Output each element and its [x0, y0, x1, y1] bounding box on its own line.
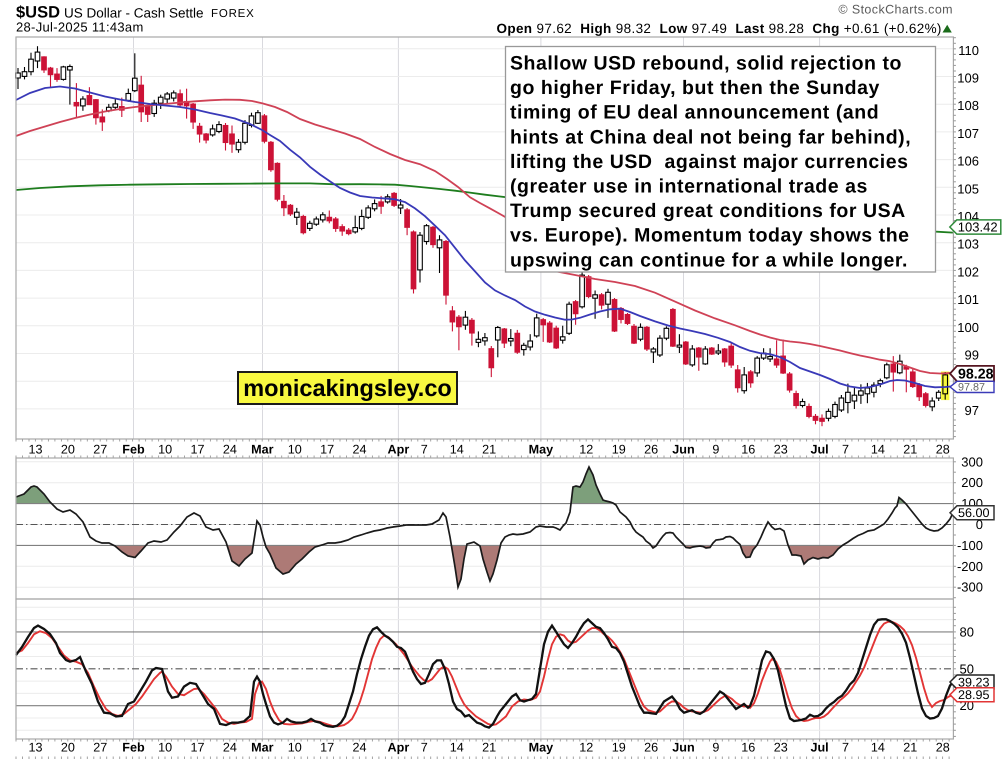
svg-text:80: 80 — [960, 624, 974, 639]
svg-text:7: 7 — [421, 741, 428, 755]
svg-text:21: 21 — [482, 443, 496, 457]
svg-text:99: 99 — [965, 348, 979, 363]
svg-text:100: 100 — [957, 320, 979, 335]
svg-text:98.28: 98.28 — [958, 367, 994, 383]
svg-text:108: 108 — [957, 98, 979, 113]
svg-text:lifting the USD against major: lifting the USD against major currencies — [510, 151, 909, 173]
svg-text:28: 28 — [936, 443, 950, 457]
svg-text:20: 20 — [61, 443, 75, 457]
svg-text:102: 102 — [957, 264, 979, 279]
svg-text:14: 14 — [450, 741, 464, 755]
svg-text:39.23: 39.23 — [958, 675, 990, 689]
svg-text:Trump secured great conditions: Trump secured great conditions for USA — [510, 200, 906, 222]
svg-text:Apr: Apr — [388, 741, 410, 755]
svg-text:16: 16 — [741, 443, 755, 457]
svg-text:10: 10 — [158, 741, 172, 755]
svg-text:97.87: 97.87 — [958, 382, 985, 394]
svg-text:Jun: Jun — [672, 443, 694, 457]
svg-text:12: 12 — [579, 443, 593, 457]
svg-text:23: 23 — [774, 741, 788, 755]
svg-text:24: 24 — [352, 443, 366, 457]
svg-text:May: May — [529, 443, 554, 457]
svg-text:17: 17 — [320, 443, 334, 457]
svg-text:110: 110 — [958, 43, 979, 58]
svg-text:7: 7 — [842, 443, 849, 457]
svg-text:Jul: Jul — [810, 443, 828, 457]
svg-text:103: 103 — [957, 237, 979, 252]
svg-text:Mar: Mar — [251, 443, 273, 457]
svg-text:28-Jul-2025 11:43am: 28-Jul-2025 11:43am — [16, 20, 144, 35]
svg-text:FOREX: FOREX — [211, 8, 255, 20]
svg-text:14: 14 — [871, 443, 885, 457]
svg-text:7: 7 — [842, 741, 849, 755]
svg-text:$USD: $USD — [16, 4, 60, 22]
svg-text:97: 97 — [965, 403, 979, 418]
svg-text:24: 24 — [352, 741, 366, 755]
svg-text:Mar: Mar — [251, 741, 273, 755]
svg-text:timing of EU deal announcement: timing of EU deal announcement (and — [510, 102, 879, 124]
svg-text:Feb: Feb — [122, 741, 145, 755]
svg-text:Open 97.62 High 98.32 Low 97: Open 97.62 High 98.32 Low 97.49 Last 98.… — [497, 21, 942, 36]
svg-text:28: 28 — [936, 741, 950, 755]
svg-text:107: 107 — [957, 126, 979, 141]
svg-text:101: 101 — [957, 292, 979, 307]
svg-text:17: 17 — [320, 741, 334, 755]
svg-text:105: 105 — [957, 181, 979, 196]
svg-text:10: 10 — [158, 443, 172, 457]
svg-text:US Dollar - Cash Settle: US Dollar - Cash Settle — [64, 6, 204, 21]
svg-text:Shallow USD rebound, solid rej: Shallow USD rebound, solid rejection to — [510, 53, 902, 75]
svg-text:24: 24 — [223, 741, 237, 755]
svg-text:19: 19 — [612, 443, 626, 457]
svg-text:26: 26 — [644, 443, 658, 457]
svg-text:9: 9 — [712, 443, 719, 457]
svg-text:19: 19 — [612, 741, 626, 755]
svg-text:upswing can continue for a whi: upswing can continue for a while longer. — [510, 249, 908, 271]
svg-text:14: 14 — [871, 741, 885, 755]
svg-text:-300: -300 — [957, 580, 983, 595]
svg-text:27: 27 — [93, 443, 107, 457]
svg-text:14: 14 — [450, 443, 464, 457]
svg-text:56.00: 56.00 — [958, 506, 990, 520]
svg-text:106: 106 — [957, 154, 979, 169]
svg-text:16: 16 — [741, 741, 755, 755]
svg-text:13: 13 — [28, 443, 42, 457]
svg-text:hints at China deal not being: hints at China deal not being far behind… — [510, 126, 911, 148]
svg-text:-200: -200 — [957, 559, 983, 574]
svg-text:109: 109 — [957, 71, 979, 86]
svg-text:10: 10 — [288, 741, 302, 755]
svg-text:24: 24 — [223, 443, 237, 457]
svg-text:26: 26 — [644, 741, 658, 755]
svg-text:300: 300 — [961, 454, 983, 469]
svg-text:27: 27 — [93, 741, 107, 755]
svg-text:go higher Friday, but then the: go higher Friday, but then the Sunday — [510, 77, 880, 99]
svg-text:Apr: Apr — [388, 443, 410, 457]
svg-text:20: 20 — [61, 741, 75, 755]
svg-text:© StockCharts.com: © StockCharts.com — [838, 3, 953, 17]
svg-text:May: May — [529, 741, 554, 755]
svg-text:9: 9 — [712, 741, 719, 755]
svg-text:21: 21 — [903, 443, 917, 457]
svg-text:12: 12 — [579, 741, 593, 755]
svg-text:monicakingsley.co: monicakingsley.co — [243, 375, 452, 401]
svg-text:13: 13 — [28, 741, 42, 755]
svg-text:(greater use in international: (greater use in international trade as — [510, 176, 868, 198]
svg-text:10: 10 — [288, 443, 302, 457]
svg-text:vs. Europe). Momentum today sh: vs. Europe). Momentum today shows the — [510, 225, 910, 247]
svg-text:21: 21 — [903, 741, 917, 755]
svg-text:Feb: Feb — [122, 443, 145, 457]
svg-text:28.95: 28.95 — [958, 688, 990, 702]
svg-text:Jul: Jul — [810, 741, 828, 755]
svg-text:200: 200 — [961, 475, 983, 490]
svg-text:23: 23 — [774, 443, 788, 457]
svg-text:50: 50 — [960, 661, 974, 676]
svg-text:-100: -100 — [957, 538, 983, 553]
svg-text:103.42: 103.42 — [958, 220, 998, 235]
svg-text:7: 7 — [421, 443, 428, 457]
svg-text:17: 17 — [190, 741, 204, 755]
svg-text:Jun: Jun — [672, 741, 694, 755]
svg-text:21: 21 — [482, 741, 496, 755]
svg-text:17: 17 — [190, 443, 204, 457]
svg-text:0: 0 — [976, 517, 983, 532]
